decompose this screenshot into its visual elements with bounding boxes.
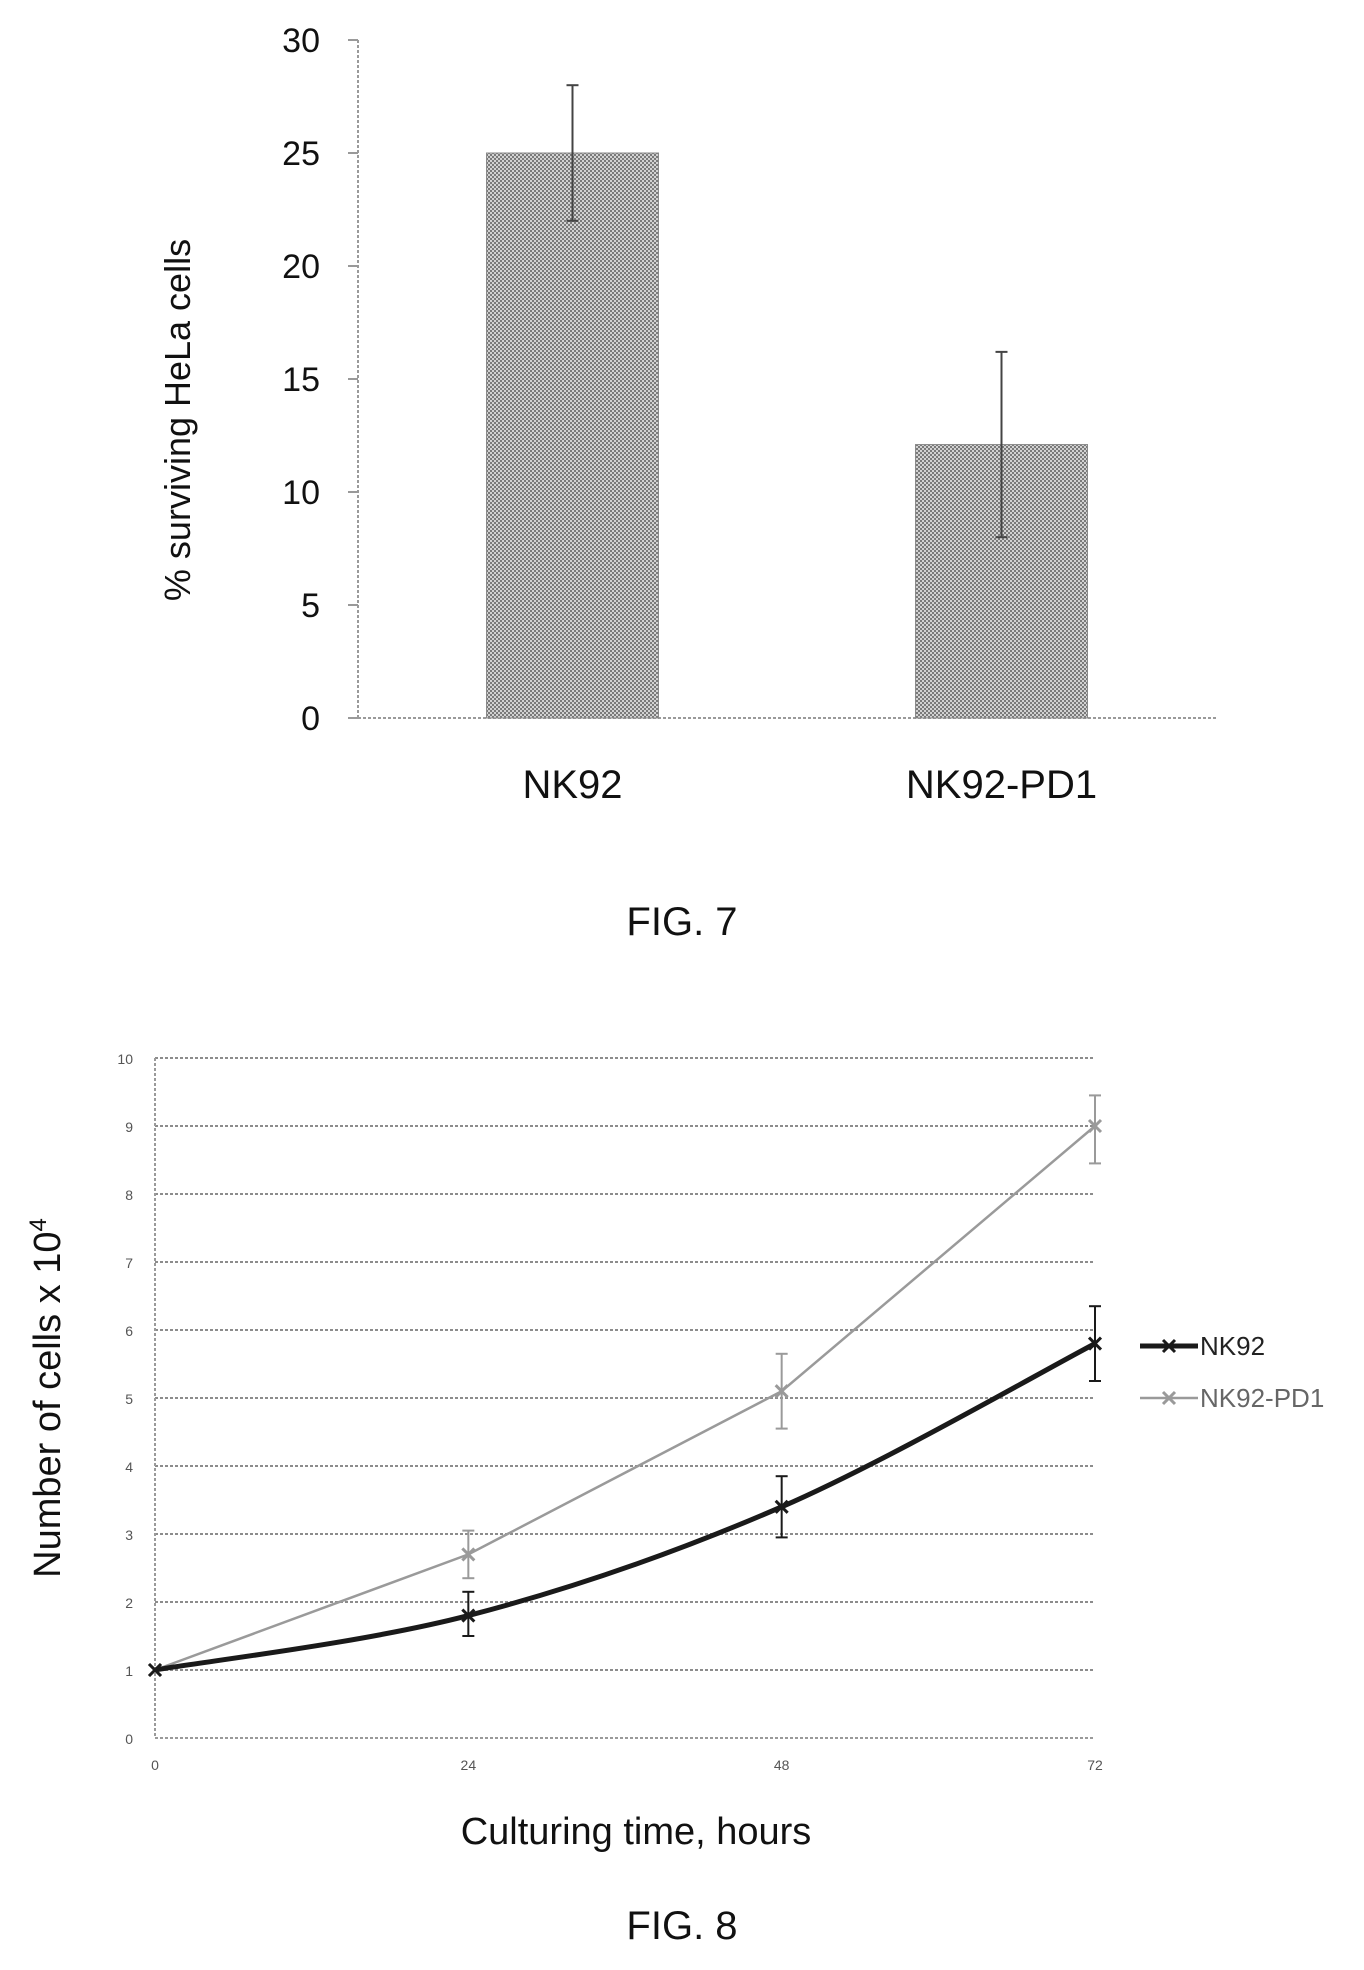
data-point [1087, 1336, 1103, 1351]
y-tick-label: 5 [301, 587, 320, 625]
legend-label: NK92-PD1 [1200, 1383, 1324, 1413]
y-tick-label: 6 [125, 1323, 133, 1339]
series-line-nk92-pd1 [154, 1125, 1096, 1672]
bar-chart: % surviving HeLa cells 0 5 10 15 20 25 30 NK92… [157, 22, 1216, 807]
y-tick-label: 7 [125, 1255, 133, 1271]
x-tick-label: 72 [1087, 1757, 1103, 1773]
line-chart: 0 1 2 3 4 5 6 7 8 9 10 0 24 48 72 NK92 NK92-PD1 Number … [25, 1051, 1324, 1853]
y-tick-label: 3 [125, 1527, 133, 1543]
x-tick-label: 24 [461, 1757, 477, 1773]
legend-marker [1161, 1390, 1177, 1406]
y-tick-label: 10 [282, 474, 320, 512]
data-point [774, 1384, 789, 1399]
y-tick-label: 30 [282, 22, 320, 60]
figure-7: % surviving HeLa cells 0 5 10 15 20 25 30 NK92… [0, 0, 1364, 944]
y-tick-label: 2 [125, 1595, 133, 1611]
y-tick-label: 10 [117, 1051, 133, 1067]
y-tick-label: 15 [282, 361, 320, 399]
legend-marker [1161, 1338, 1177, 1354]
x-tick-label: 0 [151, 1757, 159, 1773]
y-tick-label: 0 [301, 700, 320, 738]
data-point [147, 1662, 163, 1678]
data-point [1087, 1118, 1103, 1134]
x-tick-label: NK92-PD1 [906, 763, 1097, 807]
figure-caption: FIG. 7 [626, 900, 738, 944]
data-point [774, 1499, 789, 1514]
y-tick-label: 1 [125, 1663, 133, 1679]
y-tick-label: 8 [125, 1187, 133, 1203]
figure-caption: FIG. 8 [626, 1904, 738, 1948]
x-tick-label: 48 [774, 1757, 790, 1773]
y-tick-label: 0 [125, 1731, 133, 1747]
y-axis-label: % surviving HeLa cells [157, 239, 198, 601]
series-line-nk92 [154, 1341, 1097, 1673]
legend-label: NK92 [1200, 1331, 1265, 1361]
x-tick-label: NK92 [522, 763, 622, 807]
y-tick-label: 5 [125, 1391, 133, 1407]
data-point [461, 1547, 476, 1562]
y-tick-label: 4 [125, 1459, 133, 1475]
y-tick-label: 25 [282, 135, 320, 173]
data-point [461, 1608, 476, 1623]
y-tick-label: 9 [125, 1119, 133, 1135]
x-axis-label: Culturing time, hours [461, 1811, 812, 1853]
figure-8: 0 1 2 3 4 5 6 7 8 9 10 0 24 48 72 NK92 NK92-PD1 Number … [0, 1000, 1364, 1948]
y-tick-label: 20 [282, 248, 320, 286]
bar [486, 152, 659, 719]
y-axis-label: Number of cells x 104 [25, 1218, 69, 1578]
